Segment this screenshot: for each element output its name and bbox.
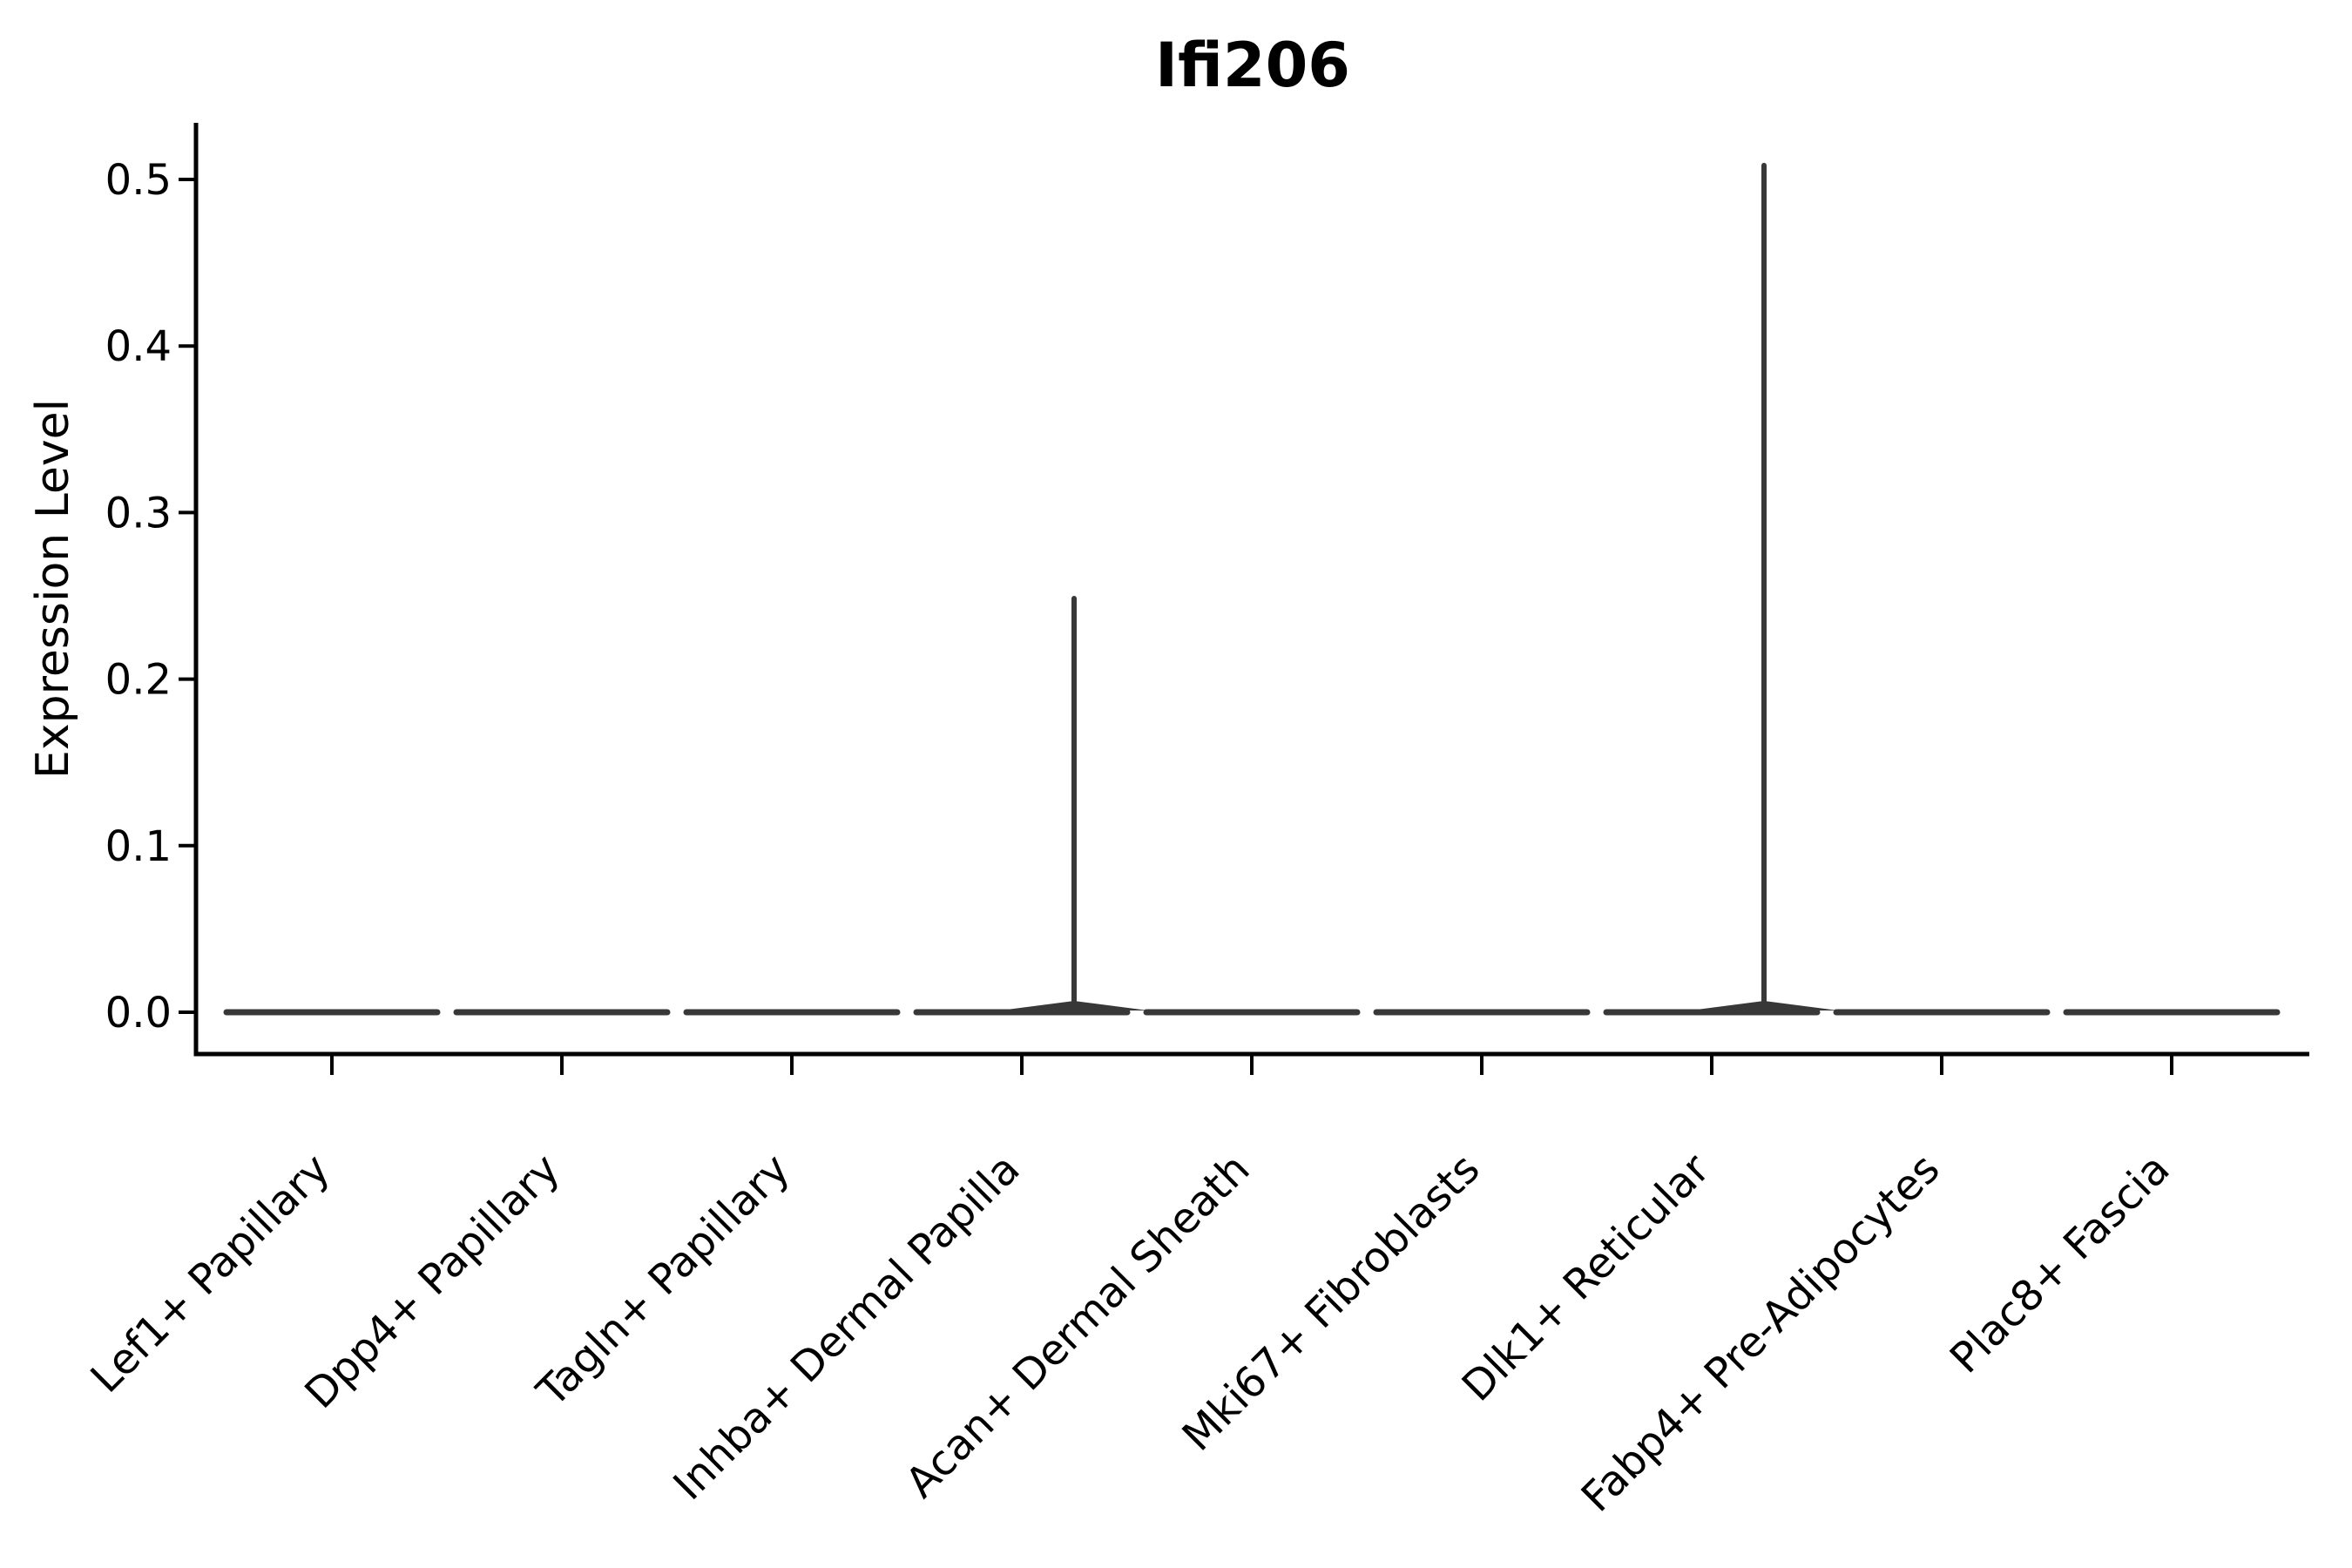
y-tick-label: 0.2 <box>105 656 172 705</box>
y-axis-ticks: 0.0 0.1 0.2 0.3 0.4 0.5 <box>105 156 196 1037</box>
category-label: Plac8+ Fascia <box>1941 1145 2180 1383</box>
category-label: Tagln+ Papillary <box>527 1145 799 1416</box>
y-tick-label: 0.1 <box>105 822 172 871</box>
y-tick-label: 0.0 <box>105 989 172 1037</box>
chart-title: Ifi206 <box>1155 30 1350 101</box>
y-axis-label: Expression Level <box>27 399 79 779</box>
y-tick-label: 0.3 <box>105 489 172 537</box>
violins <box>223 162 2281 1016</box>
category-label: Dlk1+ Reticular <box>1453 1145 1720 1411</box>
y-tick-label: 0.5 <box>105 156 172 205</box>
x-axis-ticks <box>330 1054 2173 1075</box>
category-label: Lef1+ Papillary <box>82 1145 340 1402</box>
y-tick-label: 0.4 <box>105 322 172 371</box>
category-label: Dpp4+ Papillary <box>295 1145 569 1418</box>
